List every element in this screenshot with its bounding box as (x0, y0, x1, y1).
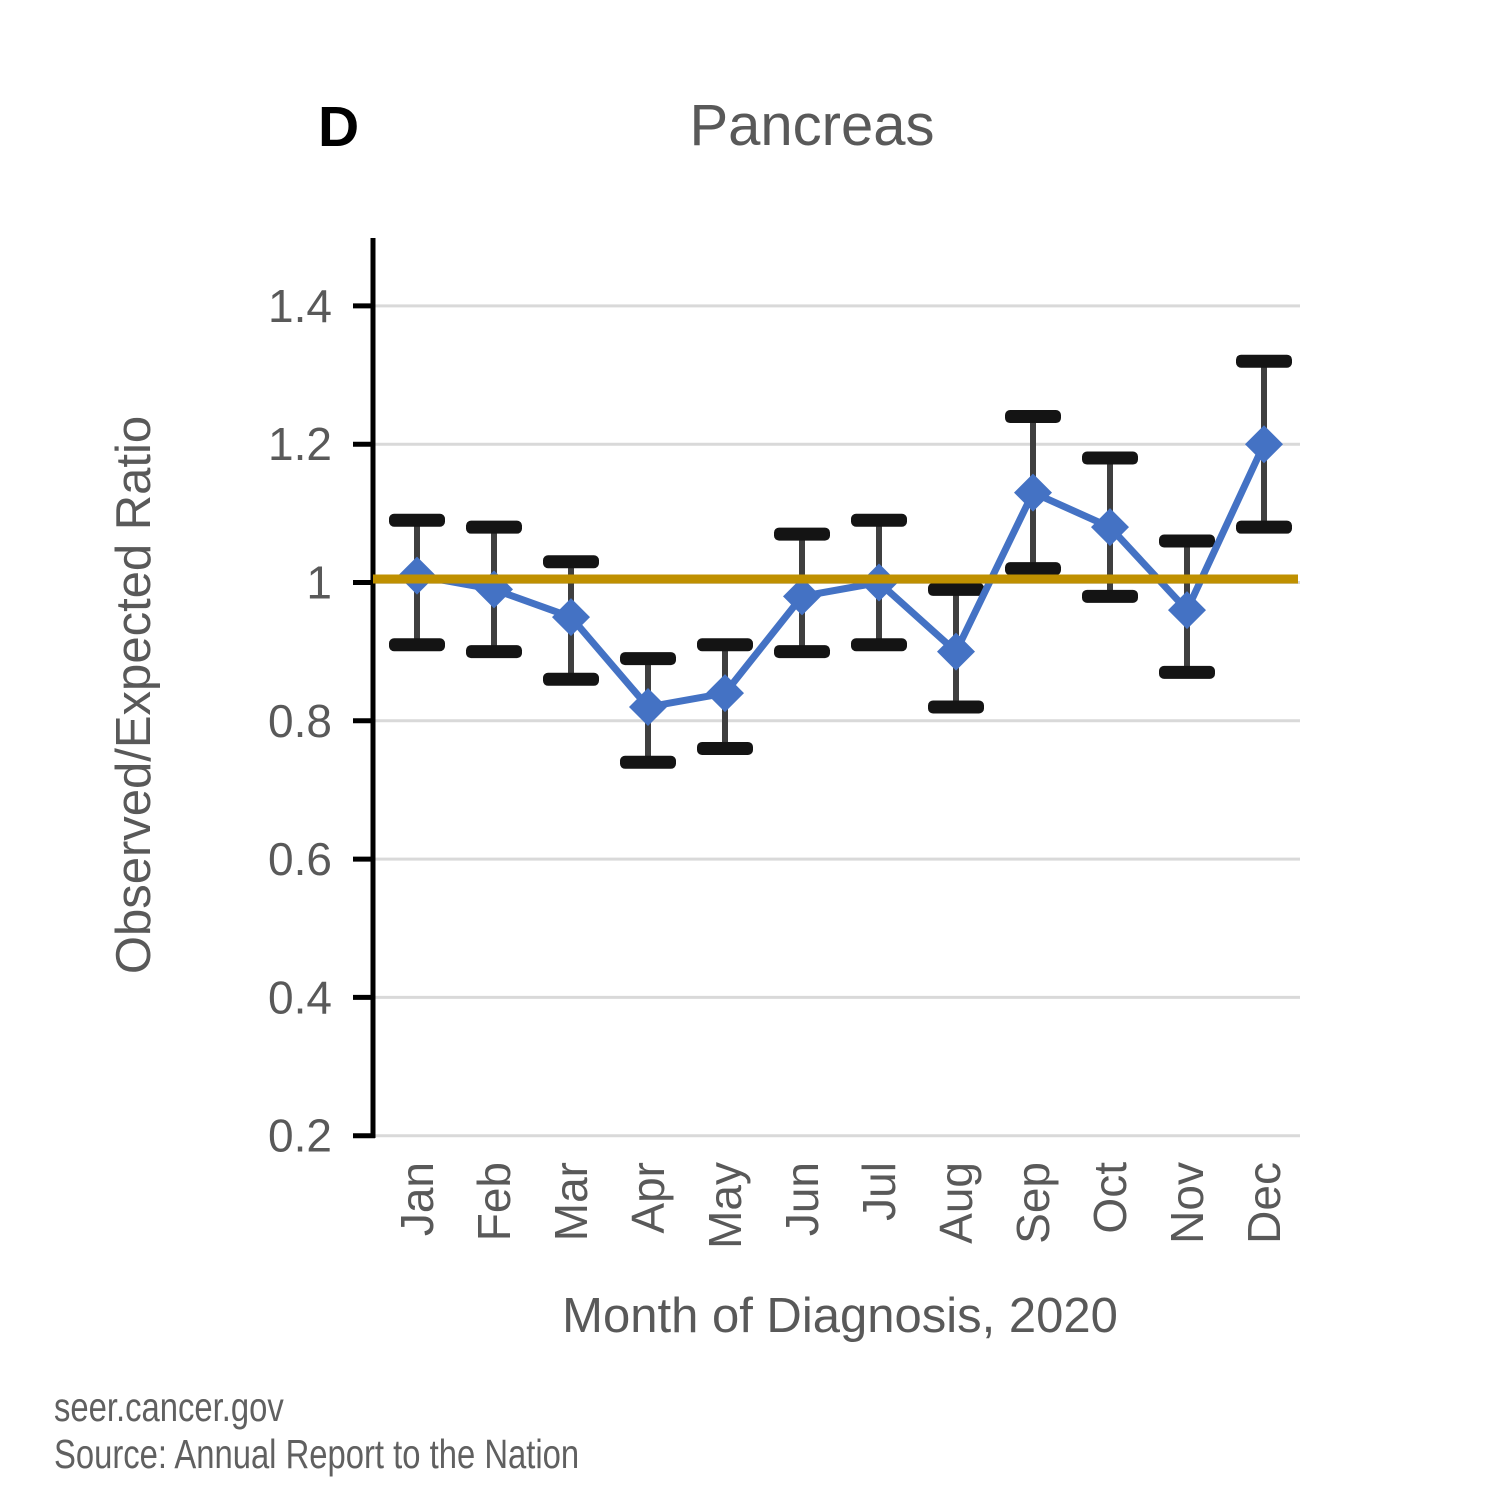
error-bar-cap-top (1005, 410, 1061, 424)
error-bar-cap-top (928, 582, 984, 596)
data-point-marker-may (706, 674, 744, 713)
error-bar-cap-bottom (1236, 520, 1292, 534)
x-tick-label-sep: Sep (1007, 1162, 1059, 1244)
y-tick-label: 0.2 (268, 1110, 332, 1162)
error-bar-cap-bottom (928, 700, 984, 714)
panel-label: D (318, 95, 359, 159)
error-bar-cap-top (851, 513, 907, 527)
x-tick-label-nov: Nov (1161, 1162, 1213, 1244)
y-tick-label: 0.8 (268, 695, 332, 747)
error-bar-cap-bottom (620, 755, 676, 769)
data-point-marker-oct (1091, 508, 1129, 547)
x-axis-title: Month of Diagnosis, 2020 (562, 1289, 1118, 1343)
error-bar-cap-top (697, 638, 753, 652)
error-bar-cap-bottom (851, 638, 907, 652)
footer-source-note: Source: Annual Report to the Nation (54, 1431, 580, 1477)
data-point-marker-jun (783, 577, 821, 616)
error-bar-cap-top (543, 555, 599, 569)
x-tick-label-feb: Feb (468, 1162, 520, 1241)
error-bar-cap-bottom (1159, 665, 1215, 679)
data-point-marker-mar (552, 598, 590, 637)
y-tick-label: 0.6 (268, 833, 332, 885)
x-tick-label-jan: Jan (391, 1162, 443, 1236)
x-tick-label-jun: Jun (776, 1162, 828, 1236)
error-bar-cap-bottom (697, 741, 753, 755)
x-tick-label-mar: Mar (545, 1162, 597, 1241)
error-bar-cap-bottom (1005, 562, 1061, 576)
error-bar-cap-top (466, 520, 522, 534)
plot-area: 1.4 1.2 1 0.8 0.6 0.4 0.2 Jan Feb Mar Apr May Jun Jul… (268, 238, 1300, 1249)
error-bar-cap-bottom (543, 672, 599, 686)
error-bar-cap-top (1159, 534, 1215, 548)
x-tick-label-jul: Jul (853, 1162, 905, 1221)
data-point-marker-dec (1245, 425, 1283, 464)
data-point-marker-nov (1168, 591, 1206, 630)
data-point-marker-apr (629, 687, 667, 726)
y-tick-label: 0.4 (268, 971, 332, 1023)
x-tick-label-oct: Oct (1084, 1162, 1136, 1234)
x-tick-label-dec: Dec (1238, 1162, 1290, 1244)
error-bar-cap-bottom (389, 638, 445, 652)
data-point-marker-sep (1014, 473, 1052, 512)
error-bar-cap-top (620, 652, 676, 666)
x-tick-label-apr: Apr (622, 1162, 674, 1234)
data-point-marker-aug (937, 632, 975, 671)
chart-title: Pancreas (689, 93, 934, 158)
y-axis-title: Observed/Expected Ratio (107, 416, 161, 974)
error-bar-cap-top (1082, 451, 1138, 465)
footer-site-url: seer.cancer.gov (54, 1384, 284, 1430)
error-bar-cap-top (774, 527, 830, 541)
error-bar-cap-bottom (1082, 589, 1138, 603)
y-tick-label: 1.2 (268, 418, 332, 470)
x-tick-label-may: May (699, 1162, 751, 1249)
error-bar-cap-top (389, 513, 445, 527)
error-bar-cap-top (1236, 354, 1292, 368)
error-bar-cap-bottom (466, 645, 522, 659)
error-bar-cap-bottom (774, 645, 830, 659)
y-tick-label: 1.4 (268, 280, 332, 332)
footer: seer.cancer.gov Source: Annual Report to… (54, 1384, 579, 1478)
y-tick-label: 1 (306, 557, 332, 609)
x-tick-label-aug: Aug (930, 1162, 982, 1244)
